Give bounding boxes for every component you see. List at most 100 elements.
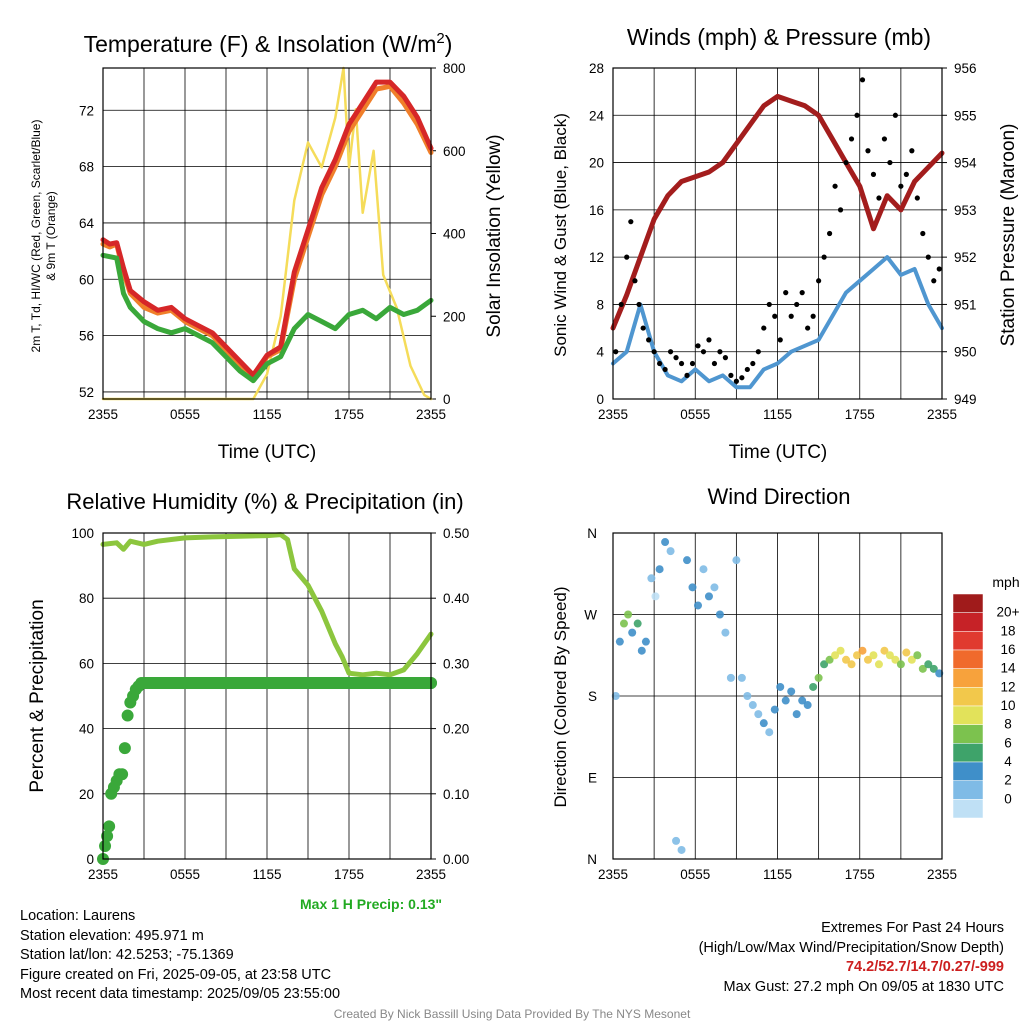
gust-point: [711, 360, 718, 367]
direction-point: [929, 664, 938, 673]
gust-point: [689, 360, 696, 367]
direction-point: [809, 682, 818, 691]
colorbar-swatch: [952, 724, 984, 744]
gust-point: [914, 195, 920, 201]
winds-title: Winds (mph) & Pressure (mb): [627, 24, 931, 50]
y-tick-label-right: 953: [954, 203, 977, 218]
direction-point: [743, 692, 752, 700]
y-tick-label-left: 40: [79, 722, 94, 737]
colorbar-swatch: [952, 687, 984, 707]
direction-point: [918, 664, 927, 673]
direction-point: [666, 547, 675, 556]
temperature-panel: Temperature (F) & Insolation (W/m2) 2355…: [29, 30, 505, 463]
direction-point: [924, 660, 933, 669]
direction-ylabel-left: Direction (Colored By Speed): [551, 586, 570, 807]
humidity-title: Relative Humidity (%) & Precipitation (i…: [66, 489, 463, 514]
y-tick-label-left: 8: [596, 297, 604, 312]
gust-point: [805, 325, 811, 331]
direction-point: [647, 574, 656, 583]
direction-point: [651, 592, 660, 601]
colorbar-swatch: [952, 743, 984, 763]
gust-point: [646, 337, 652, 343]
gust-point: [761, 325, 767, 331]
gust-point: [788, 313, 794, 319]
x-tick-label: 1155: [763, 407, 792, 422]
direction-point: [803, 701, 812, 710]
direction-point: [683, 556, 692, 565]
gust-point: [662, 366, 668, 373]
direction-point: [885, 651, 894, 660]
x-tick-label: 1155: [763, 867, 792, 882]
insolation_yellow-line: [101, 66, 433, 401]
y-tick-label-right: 955: [954, 108, 977, 123]
direction-point: [874, 660, 883, 669]
x-tick-label: 2355: [927, 867, 957, 882]
gust-point: [816, 278, 822, 284]
y-tick-label-right: 956: [954, 61, 977, 76]
y-tick-label-left: 24: [589, 108, 605, 123]
y-tick-label-right: 950: [954, 345, 977, 360]
gust-point: [870, 171, 877, 177]
humidity-ylabel-left: Percent & Precipitation: [27, 599, 48, 792]
pressure_maroon-line: [610, 93, 945, 331]
gust-point: [859, 77, 866, 83]
y-tick-label-left: 0: [86, 852, 94, 867]
gust-point: [624, 254, 630, 260]
direction-point: [737, 673, 746, 682]
direction-point: [628, 628, 637, 637]
gust-point: [909, 148, 915, 154]
y-tick-label-right: 952: [954, 250, 977, 265]
y-tick-label-left: 4: [596, 345, 604, 360]
y-tick-label-left: 20: [589, 156, 604, 171]
gust-point: [821, 254, 827, 260]
colorbar-swatch: [952, 761, 984, 781]
direction-point: [913, 651, 922, 660]
temperature-xlabel: Time (UTC): [218, 442, 317, 463]
x-tick-label: 0555: [170, 407, 200, 422]
gust-point: [632, 278, 638, 284]
direction-point: [715, 610, 724, 619]
y-tick-label-right: 0.50: [443, 526, 469, 541]
figure-created: Figure created on Fri, 2025-09-05, at 23…: [20, 966, 332, 983]
extremes-title: Extremes For Past 24 Hours: [821, 920, 1004, 936]
gust-point: [920, 230, 926, 237]
direction-point: [907, 655, 916, 664]
direction-point: [672, 836, 681, 845]
gust-point: [628, 219, 634, 225]
direction-point: [792, 710, 801, 719]
extremes-info: Extremes For Past 24 Hours (High/Low/Max…: [699, 919, 1004, 997]
colorbar-swatch: [952, 612, 984, 632]
y-tick-label-right: 400: [443, 227, 466, 242]
x-tick-label: 2355: [416, 867, 446, 882]
plot-border: [612, 532, 943, 860]
gust-point: [799, 290, 805, 296]
credit-line: Created By Nick Bassill Using Data Provi…: [333, 1007, 691, 1021]
direction-tick-label: E: [588, 771, 597, 786]
y-tick-label-right: 0: [443, 392, 451, 407]
colorbar-swatch: [952, 593, 984, 613]
humidity-plot-area: 2355 0555 1155 1755 23550204060801000.000.10…: [71, 526, 469, 882]
colorbar-swatch: [952, 705, 984, 725]
gust-point: [832, 183, 838, 189]
y-tick-label-left: 28: [589, 61, 604, 76]
gust-point: [706, 337, 712, 343]
gust-point: [684, 372, 690, 378]
y-tick-label-right: 0.30: [443, 656, 469, 671]
y-tick-label-left: 0: [596, 392, 604, 407]
y-tick-label-left: 68: [79, 160, 94, 175]
temperature-ylabel-left-line2: & 9m T (Orange): [44, 191, 58, 281]
y-tick-label-left: 12: [589, 250, 604, 265]
direction-point: [880, 646, 889, 655]
direction-tick-label: S: [588, 689, 597, 704]
colorbar-title: mph: [992, 574, 1019, 590]
y-tick-label-left: 60: [79, 272, 94, 287]
station-location: Location: Laurens: [20, 908, 136, 924]
x-tick-label: 1155: [252, 867, 281, 882]
direction-point: [765, 728, 774, 737]
temperature-title: Temperature (F) & Insolation (W/m2): [84, 30, 453, 57]
gust-point: [722, 355, 729, 361]
colorbar-label: 4: [1004, 754, 1012, 769]
colorbar-label: 20+: [997, 605, 1020, 620]
gust-point: [936, 266, 942, 272]
direction-tick-label: N: [587, 852, 597, 867]
